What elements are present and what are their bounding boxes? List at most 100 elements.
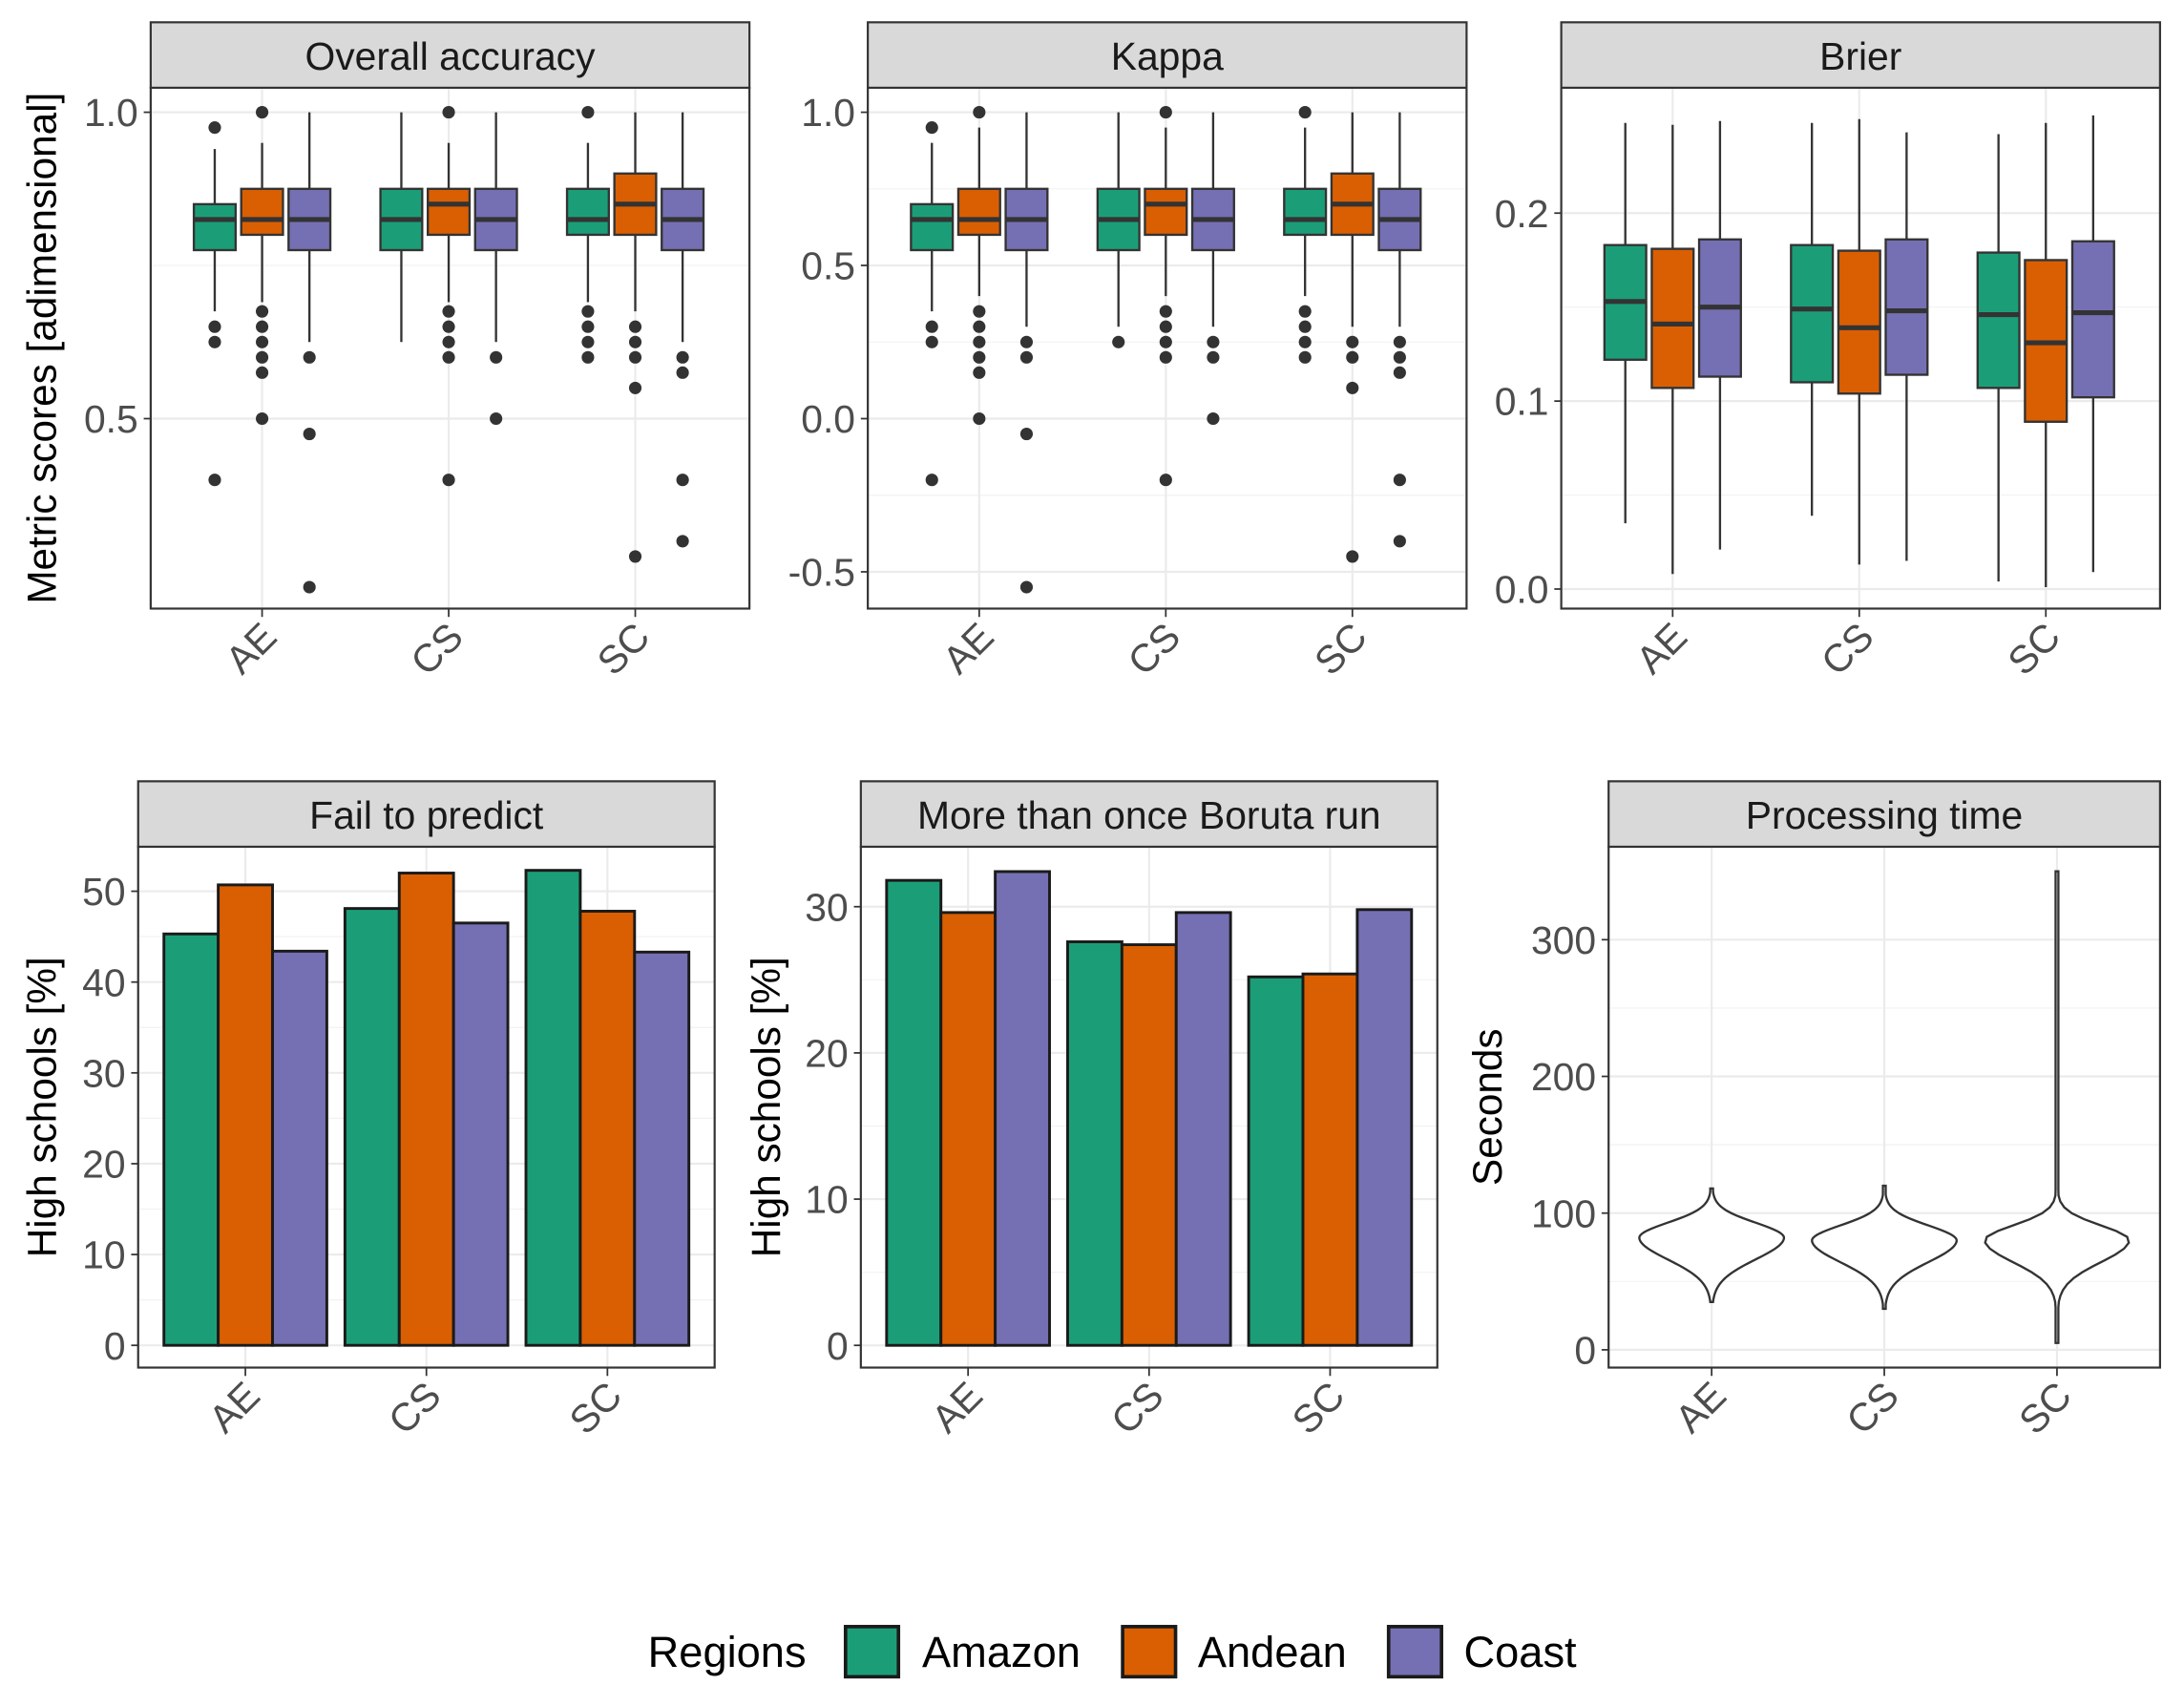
strip-title: Processing time (1746, 793, 2023, 837)
outlier-point (303, 427, 316, 441)
box-iqr (1837, 249, 1881, 395)
x-tick-label: CS (1102, 1373, 1172, 1443)
outlier-point (1346, 335, 1359, 348)
x-tick-label: AE (934, 614, 1002, 682)
box-amazon-sc (565, 106, 610, 364)
bar-andean-sc (1301, 972, 1359, 1347)
outlier-point (1159, 320, 1172, 333)
panel-brier: 0.0 0.1 0.2 AE CS SC Brier (1495, 21, 2161, 684)
box-coast-cs (473, 112, 518, 426)
y-axis-title: Metric scores [adimensional] (20, 93, 65, 604)
outlier-point (973, 366, 986, 379)
outlier-point (1346, 550, 1359, 563)
outlier-point (490, 411, 503, 426)
outlier-point (1019, 580, 1034, 594)
strip-background (859, 780, 1438, 849)
y-axis-title: Seconds (1465, 1028, 1510, 1186)
box-iqr (910, 202, 955, 252)
box-coast-ae (287, 112, 332, 594)
y-tick-label: 0 (104, 1324, 126, 1368)
y-tick-label: 0.0 (801, 397, 855, 441)
box-andean-ae (1650, 124, 1695, 575)
panel-kappa: -0.5 0.0 0.5 1.0 AE CS SC Kappa (788, 21, 1468, 684)
outlier-point (676, 474, 689, 487)
strip-title: More than once Boruta run (917, 793, 1381, 837)
box-coast-cs (1190, 112, 1235, 426)
y-axis-title: High schools [%] (744, 957, 788, 1257)
box-amazon-sc (1283, 106, 1328, 364)
y-tick-label: 50 (82, 870, 125, 914)
y-tick-label: 10 (82, 1233, 125, 1277)
y-tick-label: 0.1 (1495, 380, 1549, 424)
box-amazon-cs (1096, 112, 1141, 348)
legend: Regions Amazon Andean Coast (648, 1625, 1577, 1679)
legend-label-andean: Andean (1198, 1628, 1347, 1676)
bar-coast-cs (452, 921, 510, 1347)
outlier-point (1346, 381, 1359, 394)
outlier-point (442, 335, 455, 348)
y-tick-label: 20 (82, 1143, 125, 1187)
box-iqr (1790, 243, 1835, 384)
x-tick-label: CS (1838, 1373, 1907, 1443)
y-tick-label: 0.5 (801, 244, 855, 288)
strip-background (136, 780, 716, 849)
outlier-point (208, 474, 221, 487)
outlier-point (925, 335, 938, 348)
outlier-point (256, 366, 269, 379)
outlier-point (1393, 366, 1406, 379)
outlier-point (581, 350, 595, 364)
box-amazon-cs (1790, 122, 1835, 516)
box-iqr (2070, 240, 2115, 399)
bar-coast-ae (994, 870, 1051, 1347)
box-andean-cs (426, 106, 472, 487)
y-tick-label: 1.0 (801, 91, 855, 135)
bar-coast-sc (1355, 908, 1414, 1347)
outlier-point (628, 381, 642, 394)
y-tick-label: 40 (82, 960, 125, 1004)
y-tick-label: 30 (82, 1051, 125, 1095)
box-andean-cs (1144, 106, 1188, 487)
y-axis-title: High schools [%] (20, 957, 65, 1257)
outlier-point (628, 320, 642, 333)
outlier-point (973, 350, 986, 364)
box-coast-sc (2070, 115, 2115, 573)
outlier-point (303, 350, 316, 364)
panel-processing-time: 0 100 200 300 AE CS SC Processing time Seconds (1465, 780, 2161, 1443)
box-andean-ae (240, 106, 284, 426)
strip-title: Kappa (1111, 34, 1224, 78)
outlier-point (1159, 106, 1172, 119)
outlier-point (256, 320, 269, 333)
outlier-point (256, 335, 269, 348)
outlier-point (581, 320, 595, 333)
x-tick-label: SC (589, 614, 659, 684)
y-tick-label: 20 (805, 1031, 848, 1075)
outlier-point (925, 121, 938, 135)
outlier-point (628, 550, 642, 563)
outlier-point (1393, 350, 1406, 364)
box-coast-ae (1697, 120, 1742, 550)
outlier-point (925, 320, 938, 333)
box-iqr (1650, 247, 1695, 390)
y-tick-label: -0.5 (788, 551, 855, 595)
x-tick-label: AE (923, 1373, 991, 1441)
bar-amazon-cs (343, 907, 401, 1347)
outlier-point (256, 305, 269, 318)
x-tick-label: SC (1284, 1373, 1354, 1443)
bar-coast-ae (271, 949, 328, 1347)
outlier-point (676, 350, 689, 364)
outlier-point (256, 411, 269, 426)
x-tick-label: SC (2010, 1373, 2080, 1443)
outlier-point (1019, 335, 1034, 348)
outlier-point (676, 366, 689, 379)
outlier-point (1019, 350, 1034, 364)
box-iqr (240, 187, 284, 237)
x-tick-label: SC (1306, 614, 1376, 684)
bar-amazon-ae (885, 878, 943, 1347)
outlier-point (442, 474, 455, 487)
panel-overall-accuracy: 0.5 1.0 AE CS SC Overall accuracy Metric score… (20, 21, 751, 684)
box-coast-sc (1377, 112, 1422, 548)
legend-label-amazon: Amazon (922, 1628, 1081, 1676)
outlier-point (1298, 335, 1312, 348)
bar-andean-sc (578, 910, 637, 1347)
strip-title: Brier (1819, 34, 1901, 78)
